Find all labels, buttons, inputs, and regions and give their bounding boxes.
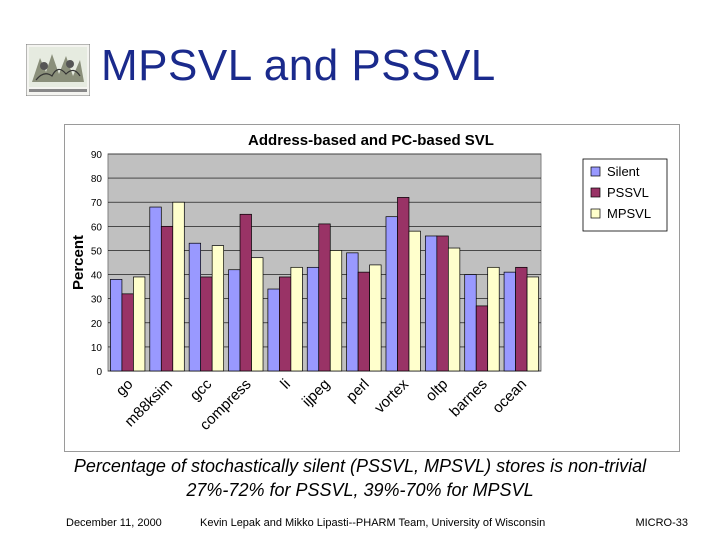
chart-title: Address-based and PC-based SVL (248, 132, 494, 149)
x-tick-label-gcc: gcc (187, 375, 216, 404)
y-tick-label: 80 (91, 174, 103, 185)
y-tick-label: 90 (91, 150, 103, 161)
caption-line-2: 27%-72% for PSSVL, 39%-70% for MPSVL (186, 480, 534, 500)
bar-silent-ocean (503, 271, 516, 372)
bars (110, 197, 539, 372)
bar-mpsvl-ijpeg (329, 250, 343, 372)
legend-label-silent: Silent (607, 164, 640, 179)
bar-pssvl-gcc (200, 276, 213, 372)
bar-pssvl-vortex (397, 197, 410, 372)
bar-silent-go (110, 279, 123, 372)
bar-pssvl-perl (357, 271, 370, 372)
bar-pssvl-compress (239, 213, 252, 372)
y-tick-label: 0 (96, 367, 102, 378)
bar-silent-vortex (385, 216, 398, 372)
bar-mpsvl-ocean (526, 276, 539, 372)
x-tick-label-oltp: oltp (422, 376, 451, 405)
bar-silent-barnes (464, 274, 477, 372)
y-tick-label: 20 (91, 319, 103, 330)
bar-mpsvl-m88ksim (172, 201, 185, 372)
chart-container: Address-based and PC-based SVL 0 10 20 30 40… (64, 124, 680, 452)
y-axis-label: Percent (70, 235, 87, 290)
y-tick-label: 70 (91, 198, 103, 209)
y-tick-label: 60 (91, 222, 103, 233)
bar-silent-gcc (188, 242, 202, 372)
legend: Silent PSSVL MPSVL (582, 158, 668, 232)
footer-authors: Kevin Lepak and Mikko Lipasti--PHARM Tea… (200, 517, 546, 529)
slide-title: MPSVL and PSSVL (101, 41, 496, 90)
bar-silent-perl (346, 252, 359, 372)
x-tick-label-vortex: vortex (371, 375, 412, 416)
bar-pssvl-ocean (515, 266, 528, 372)
y-tick-label: 50 (91, 246, 103, 257)
bar-silent-oltp (424, 235, 438, 372)
legend-label-mpsvl: MPSVL (607, 206, 651, 221)
bar-silent-li (267, 288, 280, 372)
x-tick-label-ijpeg: ijpeg (299, 376, 333, 410)
y-tick-label: 40 (91, 271, 103, 282)
x-tick-label-go: go (113, 376, 137, 400)
bar-silent-m88ksim (149, 206, 162, 372)
caption-line-1: Percentage of stochastically silent (PSS… (73, 456, 647, 476)
bar-mpsvl-gcc (211, 245, 225, 372)
legend-swatch-silent (590, 166, 601, 177)
x-tick-label-ocean: ocean (489, 376, 530, 417)
bar-mpsvl-go (133, 276, 146, 372)
bar-pssvl-go (121, 293, 134, 372)
bar-silent-ijpeg (306, 266, 320, 372)
x-tick-label-perl: perl (343, 376, 373, 406)
legend-swatch-pssvl (590, 187, 601, 198)
bar-mpsvl-vortex (408, 230, 421, 372)
footer-conference: MICRO-33 (635, 517, 688, 529)
bar-chart: Address-based and PC-based SVL 0 10 20 30 40… (70, 132, 668, 434)
bar-silent-compress (228, 269, 241, 372)
legend-label-pssvl: PSSVL (607, 185, 649, 200)
bar-pssvl-li (279, 276, 292, 372)
bar-pssvl-ijpeg (318, 223, 331, 372)
bar-pssvl-oltp (436, 235, 449, 372)
bar-pssvl-barnes (475, 305, 489, 372)
y-tick-label: 30 (91, 295, 103, 306)
university-logo (26, 44, 90, 96)
footer-date: December 11, 2000 (66, 517, 162, 529)
y-axis-ticks: 0 10 20 30 40 50 60 70 80 90 (91, 150, 103, 378)
bar-mpsvl-compress (251, 257, 264, 372)
x-tick-label-li: li (277, 376, 294, 393)
bar-pssvl-m88ksim (160, 225, 174, 372)
y-tick-label: 10 (91, 343, 103, 354)
bar-mpsvl-barnes (487, 266, 500, 372)
x-tick-label-barnes: barnes (446, 376, 490, 420)
bar-mpsvl-oltp (447, 247, 461, 372)
legend-swatch-mpsvl (590, 208, 601, 219)
bar-mpsvl-perl (369, 264, 382, 372)
bar-mpsvl-li (290, 266, 303, 372)
